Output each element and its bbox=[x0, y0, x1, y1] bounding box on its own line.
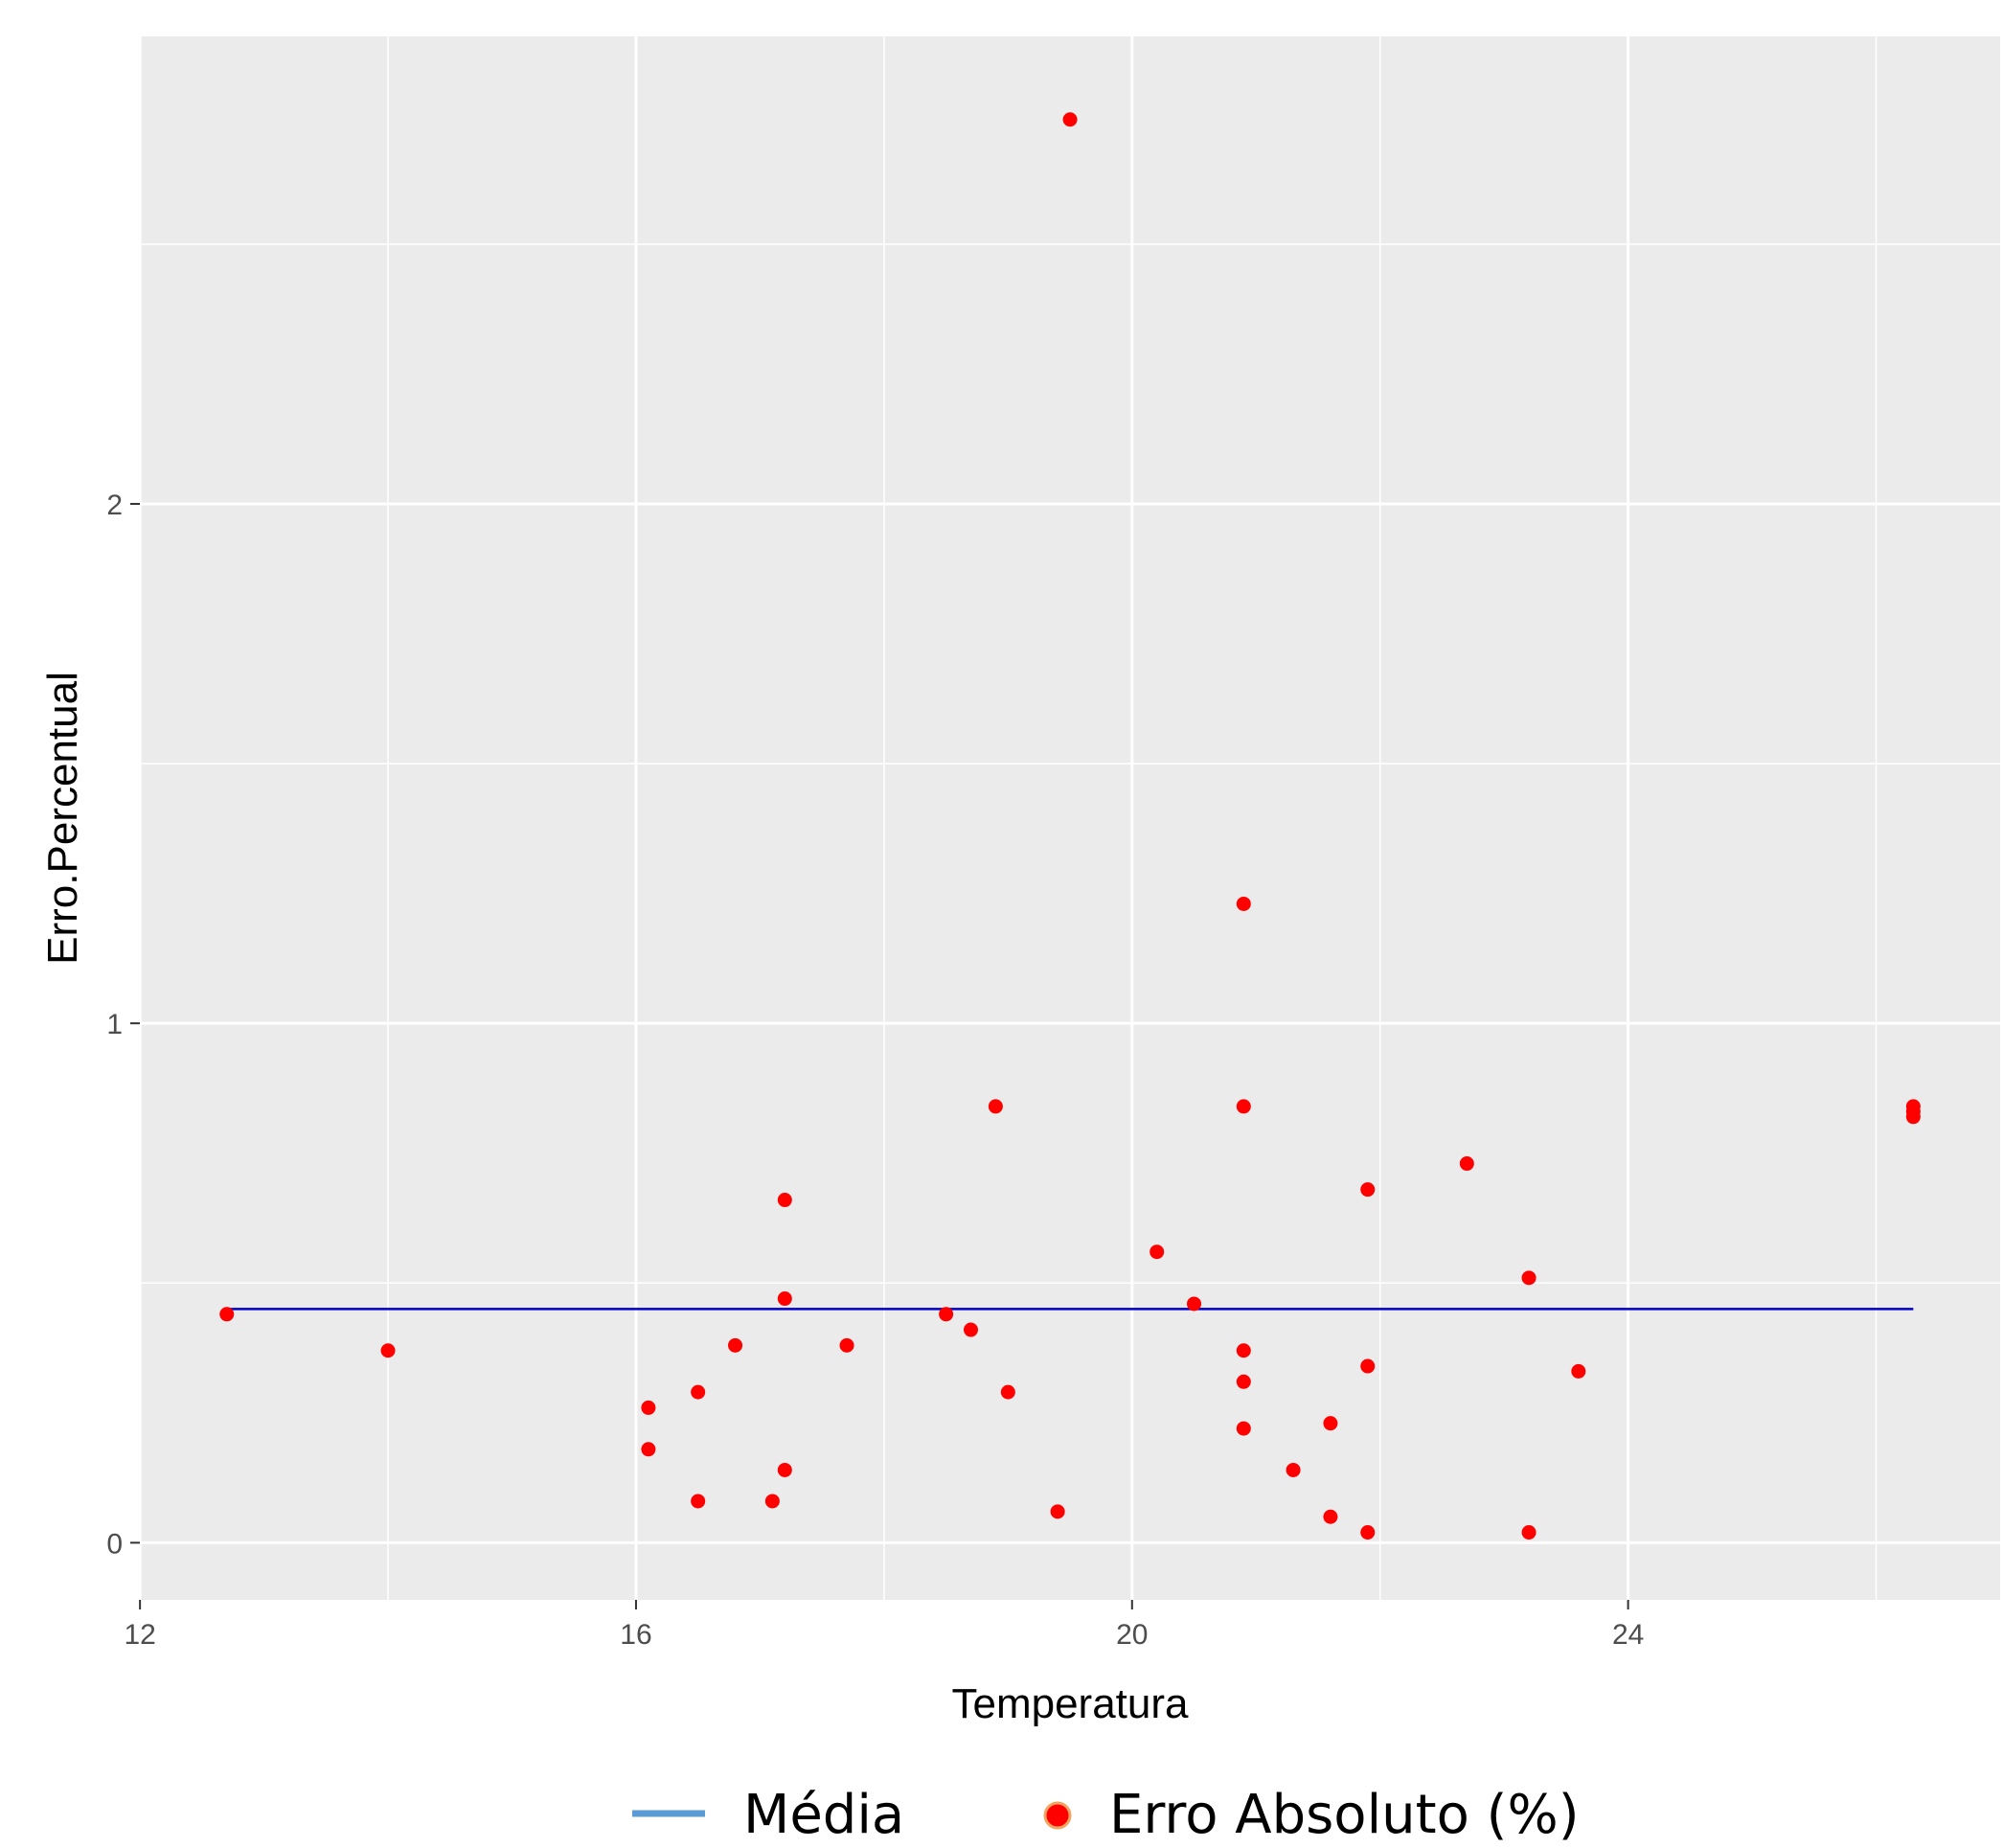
data-point bbox=[1236, 1421, 1251, 1436]
data-point bbox=[1905, 1109, 1921, 1125]
plot-panel bbox=[140, 36, 2000, 1600]
legend: Média Erro Absoluto (%) bbox=[632, 1784, 1580, 1846]
data-point bbox=[219, 1307, 235, 1322]
data-point bbox=[939, 1307, 954, 1322]
data-point bbox=[777, 1462, 792, 1477]
data-point bbox=[380, 1343, 396, 1358]
data-point bbox=[1360, 1182, 1376, 1198]
x-tick-label: 12 bbox=[124, 1619, 155, 1651]
x-tick-label: 20 bbox=[1116, 1619, 1148, 1651]
data-point bbox=[1236, 1099, 1251, 1114]
y-axis-title: Erro.Percentual bbox=[39, 672, 86, 965]
data-point bbox=[1149, 1244, 1165, 1260]
data-point bbox=[777, 1193, 792, 1208]
data-point bbox=[1521, 1525, 1536, 1540]
legend-mean-label: Média bbox=[743, 1784, 904, 1846]
data-point bbox=[764, 1494, 780, 1509]
data-point bbox=[691, 1384, 706, 1400]
data-point bbox=[1360, 1358, 1376, 1374]
legend-point-label: Erro Absoluto (%) bbox=[1109, 1784, 1580, 1846]
data-point bbox=[1187, 1296, 1202, 1312]
data-point bbox=[1323, 1416, 1338, 1431]
x-tick-label: 16 bbox=[620, 1619, 651, 1651]
data-point bbox=[1236, 896, 1251, 911]
x-axis-title: Temperatura bbox=[951, 1680, 1189, 1727]
y-tick-label: 1 bbox=[106, 1009, 123, 1040]
data-point bbox=[1360, 1525, 1376, 1540]
data-point bbox=[1236, 1374, 1251, 1389]
data-point bbox=[728, 1337, 743, 1353]
data-point bbox=[1000, 1384, 1015, 1400]
x-tick-label: 24 bbox=[1612, 1619, 1644, 1651]
data-point bbox=[691, 1494, 706, 1509]
data-point bbox=[1571, 1363, 1586, 1379]
data-point bbox=[1323, 1509, 1338, 1524]
data-point bbox=[963, 1322, 978, 1337]
data-point bbox=[641, 1400, 656, 1415]
data-point bbox=[1286, 1462, 1301, 1477]
data-point bbox=[641, 1442, 656, 1457]
y-tick-label: 2 bbox=[106, 490, 123, 521]
data-point bbox=[988, 1099, 1003, 1114]
data-point bbox=[1062, 112, 1078, 127]
data-point bbox=[1521, 1270, 1536, 1286]
y-tick-label: 0 bbox=[106, 1528, 123, 1560]
data-point bbox=[1459, 1156, 1474, 1172]
major-gridlines bbox=[138, 36, 2000, 1600]
data-point bbox=[1050, 1504, 1065, 1519]
data-point bbox=[777, 1291, 792, 1307]
legend-point-key bbox=[1043, 1801, 1072, 1830]
data-point bbox=[839, 1337, 854, 1353]
minor-gridlines bbox=[140, 36, 2000, 1600]
data-point bbox=[1236, 1343, 1251, 1358]
data-points bbox=[219, 112, 1921, 1540]
axis-ticks bbox=[130, 502, 1629, 1609]
